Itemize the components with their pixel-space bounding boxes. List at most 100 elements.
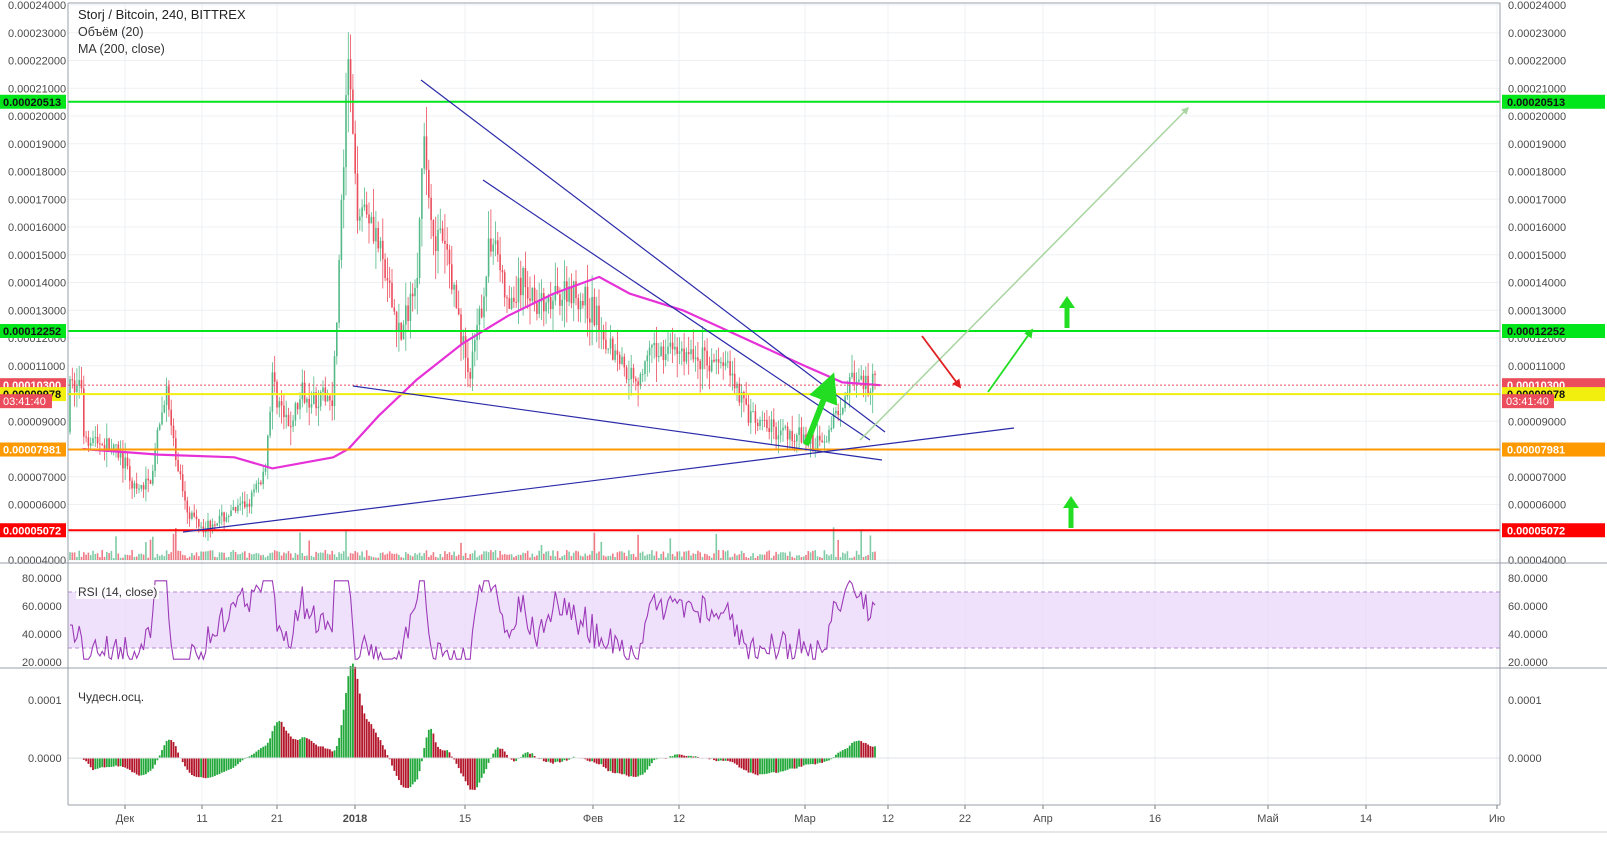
candle-body bbox=[207, 520, 209, 532]
ao-bar bbox=[786, 758, 789, 770]
price-tick-left: 0.00004000 bbox=[8, 555, 66, 567]
candle-body bbox=[405, 305, 407, 325]
volume-bar bbox=[227, 556, 230, 560]
ao-bar bbox=[770, 758, 773, 773]
candle-body bbox=[503, 272, 506, 298]
volume-bar bbox=[198, 556, 200, 560]
candle-body bbox=[579, 300, 582, 310]
ao-bar bbox=[266, 742, 269, 758]
volume-bar bbox=[285, 553, 287, 560]
candle-body bbox=[310, 404, 313, 408]
candle-body bbox=[99, 443, 101, 445]
ao-bar bbox=[844, 749, 846, 758]
up-arrow-icon bbox=[1063, 496, 1079, 528]
ao-bar bbox=[496, 747, 499, 758]
price-tick-left: 0.00009000 bbox=[8, 416, 66, 428]
candle-body bbox=[349, 59, 352, 90]
candle-body bbox=[566, 281, 568, 302]
volume-bar bbox=[324, 550, 327, 560]
candle-body bbox=[218, 515, 221, 524]
candle-body bbox=[678, 351, 681, 354]
volume-bar bbox=[393, 554, 396, 560]
ao-bar bbox=[220, 758, 223, 773]
ao-bar bbox=[772, 758, 775, 773]
volume-bar bbox=[628, 550, 630, 560]
volume-bar bbox=[860, 530, 862, 560]
volume-bar bbox=[729, 557, 731, 560]
candle-body bbox=[177, 460, 179, 472]
volume-indicator-label[interactable]: Объём (20) bbox=[78, 25, 144, 39]
volume-bar bbox=[317, 553, 320, 560]
candle-body bbox=[287, 414, 290, 427]
price-tick-right: 0.00006000 bbox=[1508, 500, 1566, 512]
candle-body bbox=[651, 345, 653, 348]
ao-bar bbox=[614, 758, 616, 774]
volume-bar bbox=[195, 552, 198, 560]
volume-bar bbox=[648, 554, 651, 560]
time-tick-label: 11 bbox=[196, 813, 207, 825]
ao-bar bbox=[154, 758, 156, 765]
candle-body bbox=[494, 240, 497, 245]
candle-body bbox=[556, 285, 559, 295]
ao-bar bbox=[678, 754, 681, 758]
ao-bar bbox=[655, 758, 658, 760]
volume-bar bbox=[250, 554, 253, 560]
ao-bar bbox=[404, 758, 407, 788]
candle-body bbox=[628, 379, 630, 381]
candle-body bbox=[561, 299, 563, 306]
candle-body bbox=[752, 411, 754, 413]
ao-bar bbox=[798, 758, 800, 767]
candle-body bbox=[441, 228, 444, 241]
volume-bar bbox=[310, 555, 313, 560]
ao-bar bbox=[425, 737, 428, 758]
time-tick-label: Фев bbox=[583, 813, 603, 825]
candle-body bbox=[198, 519, 200, 527]
candle-body bbox=[193, 512, 195, 517]
ao-bar bbox=[227, 758, 230, 770]
volume-bar bbox=[421, 556, 423, 560]
volume-bar bbox=[706, 554, 708, 560]
candle-body bbox=[602, 329, 605, 340]
volume-bar bbox=[349, 553, 352, 560]
user-drawings[interactable] bbox=[182, 79, 1190, 533]
candle-body bbox=[800, 427, 803, 443]
volume-bar bbox=[667, 553, 669, 560]
candle-body bbox=[398, 322, 400, 331]
trend-line bbox=[352, 385, 883, 461]
ao-bar bbox=[593, 758, 596, 763]
candle-body bbox=[365, 204, 368, 215]
ao-bar bbox=[487, 758, 490, 763]
rsi-indicator-label[interactable]: RSI (14, close) bbox=[76, 585, 160, 599]
volume-bar bbox=[142, 554, 145, 560]
volume-bar bbox=[269, 553, 271, 560]
volume-bar bbox=[796, 555, 798, 560]
candle-body bbox=[648, 347, 651, 356]
candle-body bbox=[273, 372, 276, 382]
volume-bar bbox=[791, 556, 793, 560]
candle-body bbox=[78, 379, 80, 386]
ao-indicator-label[interactable]: Чудесн.осц. bbox=[76, 690, 147, 704]
ao-bar bbox=[165, 740, 168, 758]
ao-bar bbox=[444, 750, 446, 758]
volume-bar bbox=[340, 553, 343, 560]
candle-body bbox=[819, 435, 821, 441]
ma-indicator-label[interactable]: MA (200, close) bbox=[78, 42, 165, 56]
price-panel[interactable] bbox=[68, 32, 1500, 560]
volume-bar bbox=[319, 552, 322, 560]
candle-body bbox=[828, 429, 830, 442]
candle-body bbox=[775, 426, 777, 440]
ao-bar bbox=[421, 758, 423, 762]
chart-title[interactable]: Storj / Bitcoin, 240, BITTREX bbox=[78, 7, 246, 22]
ao-bar bbox=[526, 752, 529, 758]
volume-bar bbox=[600, 541, 603, 560]
ao-bar bbox=[554, 758, 557, 763]
candle-body bbox=[531, 287, 534, 301]
price-tick-right: 0.00023000 bbox=[1508, 28, 1566, 40]
awesome-oscillator-panel[interactable]: 0.0001 0.0001 0.0000 0.0000 bbox=[28, 663, 1542, 790]
price-levels[interactable] bbox=[68, 100, 1500, 532]
ao-bar bbox=[740, 758, 743, 769]
volume-bar bbox=[122, 557, 124, 560]
rsi-panel[interactable]: 80.0000 80.0000 60.0000 60.0000 40.0000 40.00… bbox=[22, 573, 1548, 669]
volume-bar bbox=[683, 551, 685, 560]
